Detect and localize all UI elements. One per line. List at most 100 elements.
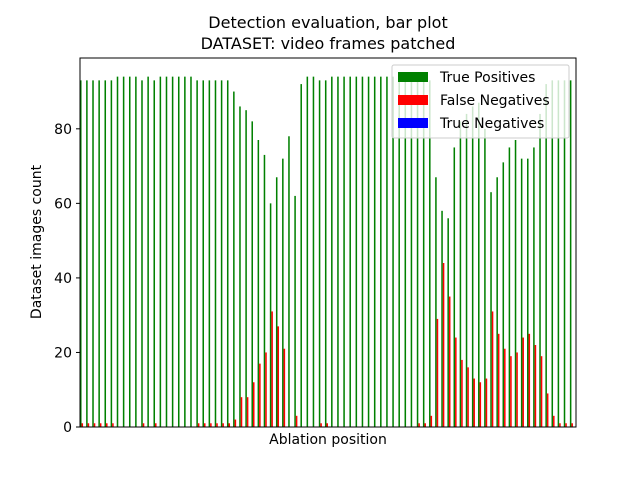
bar-true-positives [177,76,180,427]
bar-true-positives [331,76,333,427]
bar-false-negatives [295,415,298,427]
bar-true-positives [490,192,492,427]
bar-true-positives [545,84,547,427]
chart-title: Detection evaluation, bar plot [208,13,447,32]
chart-subtitle: DATASET: video frames patched [201,34,456,53]
bar-true-positives [422,80,425,428]
legend-box [391,64,570,139]
bar-true-positives [465,113,468,427]
bar-true-positives [343,76,345,427]
bar-true-positives [263,154,266,427]
y-axis-label: Dataset images count [29,164,45,319]
legend-swatch-true-positives [398,72,428,82]
bar-true-positives [251,121,253,428]
legend-label-true-positives: True Positives [439,70,535,86]
bar-false-negatives [559,423,561,427]
bars-layer [80,76,573,428]
bar-true-positives [184,76,186,427]
bar-true-positives [551,80,554,428]
bar-true-positives [92,80,94,428]
bar-true-positives [527,158,529,427]
bar-true-positives [214,80,217,428]
bar-true-positives [239,106,241,427]
bar-true-positives [233,91,235,428]
bar-false-negatives [216,423,218,427]
bar-false-negatives [571,423,573,427]
bar-false-negatives [277,326,280,427]
bar-false-negatives [326,423,328,427]
bar-true-positives [471,106,474,427]
bar-true-positives [226,80,229,428]
bar-true-positives [312,76,315,427]
bar-true-positives [116,76,119,427]
bar-true-positives [447,218,449,427]
bar-true-positives [122,76,125,427]
y-tick-label: 20 [54,345,72,361]
bar-false-negatives [234,419,237,427]
bar-false-negatives [271,311,273,427]
y-tick-label: 60 [54,196,72,212]
bar-true-positives [98,80,100,428]
bar-true-positives [306,76,309,427]
bar-false-negatives [430,415,433,427]
bar-false-negatives [436,318,439,427]
y-tick-label: 0 [63,420,72,436]
bar-false-negatives [246,397,249,427]
bar-true-positives [367,76,370,427]
bar-true-positives [398,76,400,427]
bar-false-negatives [252,382,255,427]
bar-false-negatives [442,263,445,427]
bar-true-positives [508,147,511,427]
bar-true-positives [104,80,107,428]
bar-false-negatives [418,423,420,427]
bar-true-positives [128,76,131,427]
bar-true-positives [324,80,327,428]
bar-true-positives [202,80,204,428]
bar-true-positives [80,80,82,428]
bar-false-negatives [553,415,555,427]
bar-true-positives [569,80,572,428]
bar-false-negatives [106,423,108,427]
bar-true-positives [459,121,462,428]
bar-false-negatives [522,337,524,427]
bar-false-negatives [546,393,549,427]
bar-true-positives [380,76,382,427]
bar-true-positives [441,210,443,427]
bar-true-positives [386,76,388,427]
bar-false-negatives [93,423,96,427]
bar-false-negatives [222,423,224,427]
plot-frame [79,57,577,428]
bar-true-positives [110,80,113,428]
bar-false-negatives [467,367,469,427]
bar-true-positives [533,147,535,427]
bar-false-negatives [504,348,506,427]
bar-true-positives [208,80,211,428]
bar-true-positives [502,162,505,428]
bar-true-positives [269,203,272,427]
bar-true-positives [294,195,296,427]
bar-false-negatives [99,423,102,427]
bar-true-positives [300,84,302,427]
bar-true-positives [141,80,143,428]
bar-false-negatives [424,423,426,427]
bar-false-negatives [485,378,488,427]
bar-false-negatives [540,356,543,427]
bar-true-positives [86,80,88,428]
bar-false-negatives [534,345,537,427]
bar-false-negatives [510,356,512,427]
bar-false-negatives [240,397,243,427]
legend-label-false-negatives: False Negatives [440,93,550,109]
bar-true-positives [404,76,407,427]
bar-true-positives [361,76,364,427]
bar-true-positives [153,80,156,428]
legend-label-true-negatives: True Negatives [439,116,544,132]
bar-true-positives [257,140,260,427]
bar-false-negatives [81,423,84,427]
bar-true-positives [165,76,168,427]
bar-true-positives [373,76,376,427]
bar-false-negatives [197,423,200,427]
bar-true-positives [159,76,162,427]
bar-false-negatives [204,423,206,427]
bar-true-positives [288,136,290,427]
bar-false-negatives [228,423,231,427]
